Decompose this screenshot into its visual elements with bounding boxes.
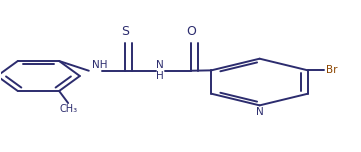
- Text: CH₃: CH₃: [60, 104, 78, 114]
- Text: NH: NH: [92, 60, 107, 70]
- Text: H: H: [156, 71, 164, 81]
- Text: N: N: [156, 60, 164, 70]
- Text: O: O: [186, 25, 196, 38]
- Text: N: N: [256, 107, 264, 117]
- Text: Br: Br: [326, 65, 338, 75]
- Text: S: S: [121, 25, 129, 38]
